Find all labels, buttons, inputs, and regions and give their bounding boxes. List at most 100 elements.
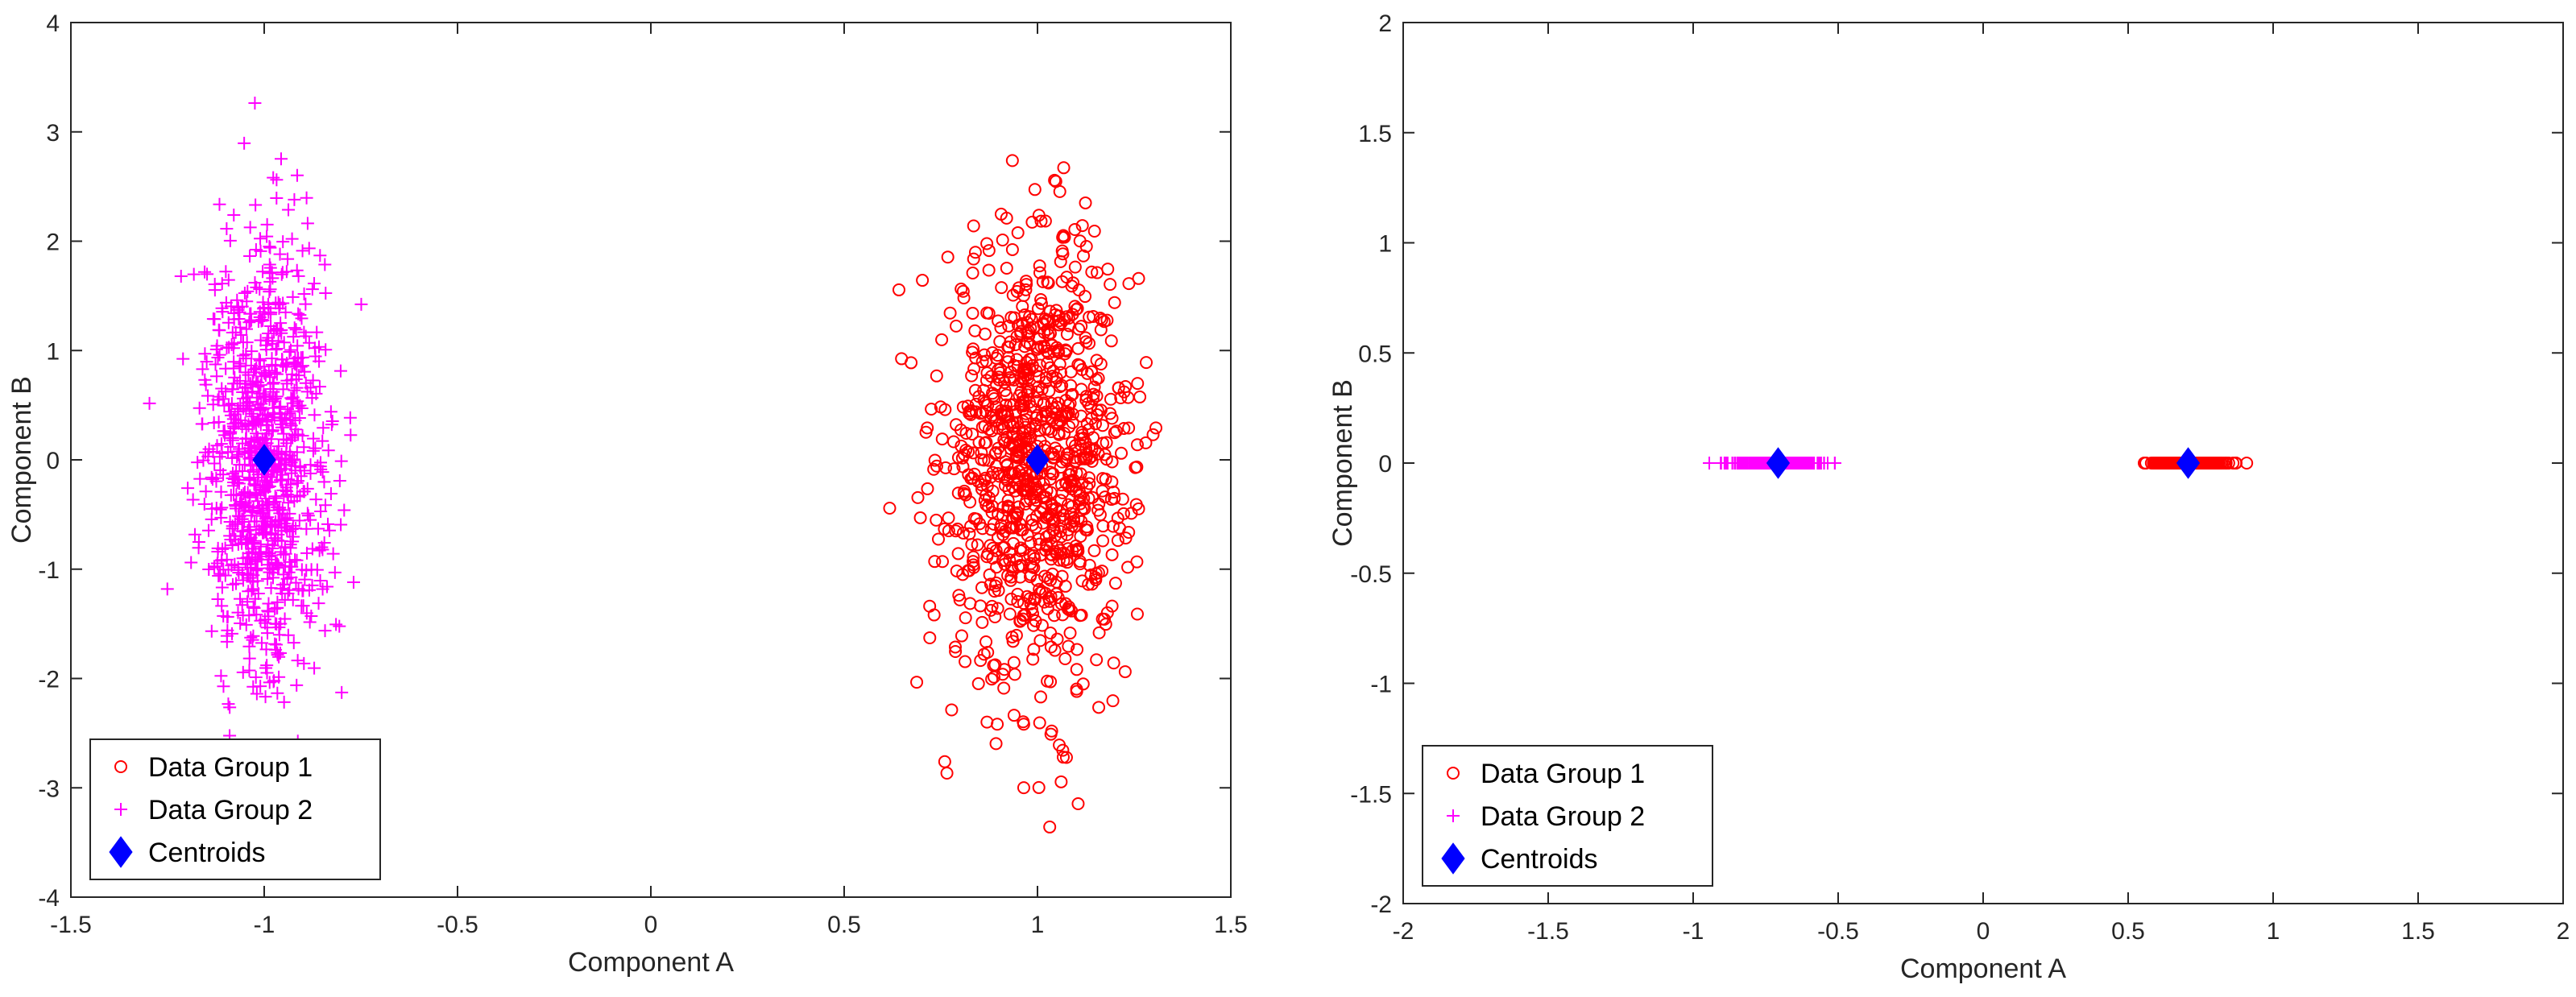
- data-point-circle: [1030, 573, 1044, 587]
- x-axis-label: Component A: [1900, 954, 2066, 984]
- data-point-circle: [1026, 652, 1040, 666]
- data-point-plus: [213, 197, 226, 211]
- data-point-circle: [967, 467, 981, 481]
- data-point-plus: [215, 277, 229, 291]
- data-point-plus: [239, 352, 253, 366]
- x-tick-label: -2: [1393, 918, 1414, 945]
- data-point-circle: [1011, 225, 1025, 239]
- data-point-plus: [246, 459, 259, 473]
- data-point-circle: [996, 553, 1009, 567]
- data-point-circle: [1062, 639, 1075, 653]
- data-point-plus: [271, 595, 284, 609]
- data-point-plus: [333, 364, 347, 378]
- data-point-plus: [214, 485, 228, 498]
- data-point-circle: [1095, 313, 1108, 327]
- data-point-circle: [1025, 215, 1039, 229]
- data-point-circle: [945, 703, 959, 717]
- data-point-circle: [989, 576, 1003, 590]
- data-point-plus: [282, 473, 296, 486]
- data-point-plus: [160, 582, 174, 596]
- data-point-plus: [208, 457, 222, 470]
- data-point-plus: [290, 553, 304, 567]
- data-point-circle: [1042, 276, 1055, 290]
- data-point-plus: [317, 536, 331, 549]
- data-point-circle: [965, 369, 979, 383]
- x-tick-label: 0: [644, 912, 658, 938]
- data-point-circle: [1079, 239, 1093, 253]
- data-point-plus: [281, 586, 295, 600]
- data-point-plus: [312, 597, 325, 610]
- data-point-plus: [191, 456, 205, 470]
- data-point-plus: [202, 563, 216, 577]
- data-point-circle: [1040, 484, 1054, 498]
- data-point-circle: [1051, 590, 1065, 604]
- data-point-circle: [1008, 668, 1021, 681]
- data-point-plus: [275, 353, 288, 366]
- data-point-circle: [1043, 361, 1057, 374]
- data-point-circle: [1006, 416, 1020, 430]
- data-point-circle: [955, 629, 968, 643]
- data-point-circle: [936, 555, 950, 569]
- data-point-circle: [997, 681, 1011, 695]
- data-point-plus: [255, 397, 268, 411]
- data-point-plus: [295, 563, 309, 577]
- data-point-plus: [297, 441, 311, 454]
- data-point-plus: [293, 308, 307, 322]
- data-point-plus: [288, 321, 301, 335]
- data-point-plus: [286, 391, 300, 404]
- y-tick-label: 1: [46, 338, 60, 365]
- data-point-plus: [280, 487, 294, 501]
- data-point-plus: [275, 458, 288, 472]
- y-axis-label: Component B: [6, 376, 37, 544]
- data-point-plus: [280, 265, 293, 279]
- data-point-circle: [1001, 500, 1015, 514]
- data-point-circle: [971, 538, 984, 552]
- data-point-circle: [982, 307, 996, 321]
- data-point-plus: [290, 381, 304, 395]
- data-point-plus: [283, 407, 296, 420]
- data-point-plus: [310, 563, 324, 577]
- data-point-plus: [209, 471, 223, 485]
- data-point-plus: [296, 584, 310, 598]
- data-point-circle: [964, 407, 978, 421]
- data-point-circle: [1073, 489, 1087, 503]
- data-point-plus: [217, 392, 230, 406]
- data-point-plus: [277, 548, 291, 561]
- data-point-circle: [1028, 591, 1042, 605]
- data-point-plus: [272, 301, 286, 315]
- data-point-circle: [1095, 419, 1109, 432]
- series-centroids: [1766, 447, 2201, 479]
- data-point-plus: [305, 283, 319, 296]
- data-point-circle: [1003, 607, 1017, 621]
- data-point-circle: [1087, 392, 1100, 406]
- data-point-plus: [270, 367, 284, 381]
- data-point-plus: [250, 362, 263, 375]
- data-point-plus: [270, 341, 284, 355]
- data-point-plus: [344, 428, 358, 442]
- data-point-circle: [1108, 296, 1121, 309]
- data-point-circle: [971, 676, 985, 690]
- data-point-plus: [249, 243, 263, 257]
- data-point-circle: [1037, 325, 1051, 339]
- data-point-circle: [928, 453, 942, 467]
- y-tick-label: 0: [46, 448, 60, 474]
- data-point-circle: [948, 640, 962, 654]
- data-point-circle: [1119, 379, 1133, 393]
- data-point-plus: [205, 624, 218, 638]
- data-point-circle: [1131, 377, 1145, 391]
- data-point-circle: [974, 599, 988, 613]
- data-point-circle: [958, 484, 971, 498]
- data-point-plus: [262, 552, 275, 566]
- data-point-circle: [1045, 503, 1058, 516]
- data-point-plus: [298, 365, 312, 379]
- series-data-group-1: [883, 154, 1163, 834]
- data-point-plus: [266, 395, 280, 408]
- x-tick-label: 0.5: [2111, 918, 2145, 945]
- data-point-circle: [1105, 412, 1119, 425]
- data-point-circle: [1083, 337, 1096, 350]
- data-point-plus: [256, 390, 270, 403]
- data-point-plus: [273, 503, 287, 516]
- data-point-plus: [237, 487, 251, 501]
- data-point-plus: [324, 405, 338, 419]
- data-point-circle: [1087, 225, 1101, 238]
